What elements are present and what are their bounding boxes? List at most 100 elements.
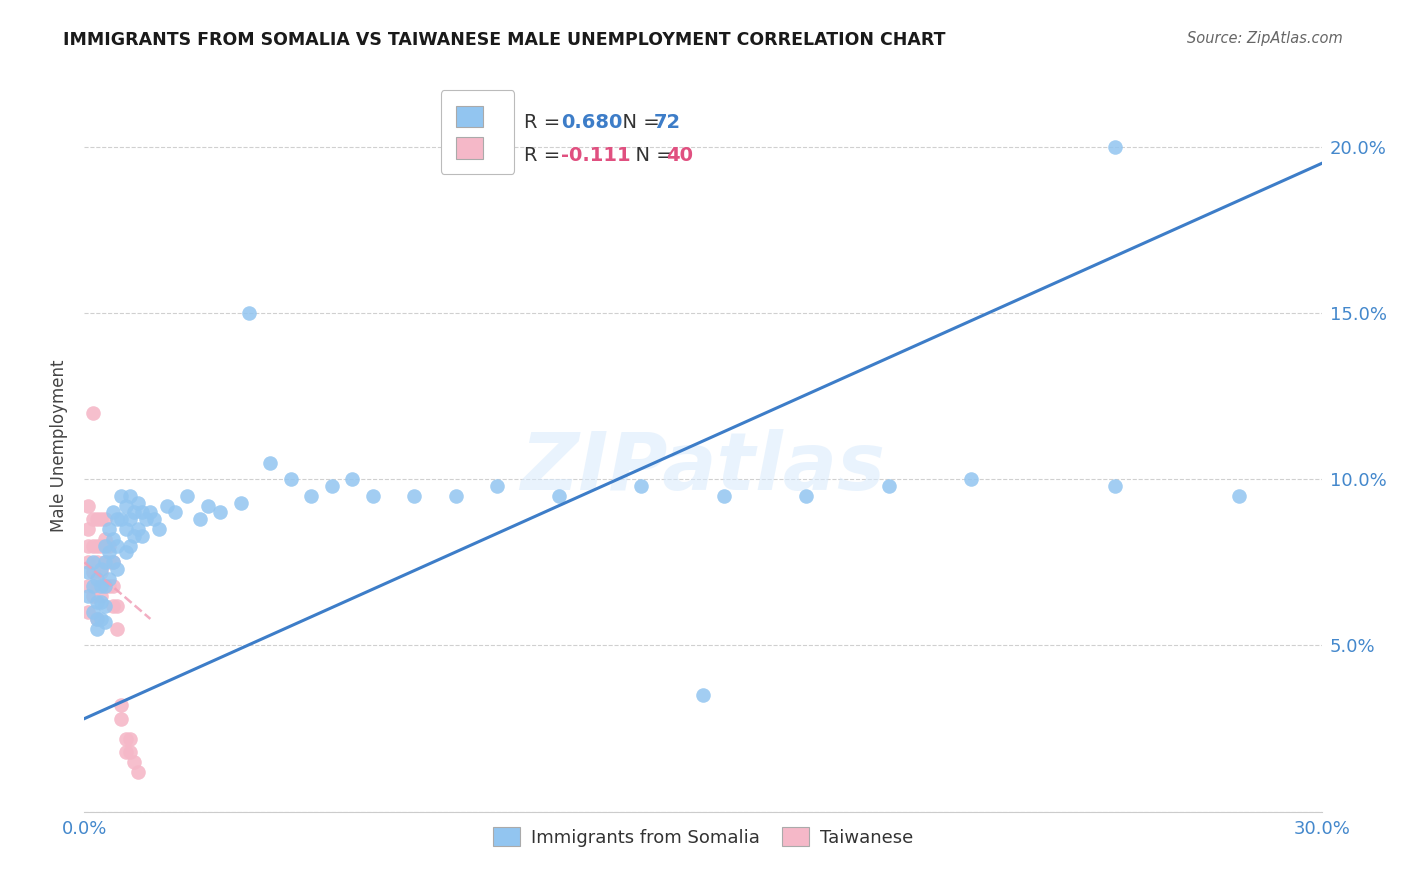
Point — [90, 566, 112, 580]
Point — [98, 522, 121, 536]
Text: N =: N = — [610, 113, 666, 132]
Point — [86, 612, 108, 626]
Point — [110, 712, 132, 726]
Point — [444, 489, 467, 503]
Point — [94, 579, 117, 593]
Point — [342, 472, 364, 486]
Point — [165, 506, 187, 520]
Point — [82, 579, 104, 593]
Point — [103, 599, 125, 613]
Point — [82, 566, 104, 580]
Point — [122, 529, 145, 543]
Point — [404, 489, 426, 503]
Point — [105, 512, 128, 526]
Point — [139, 506, 162, 520]
Point — [94, 512, 117, 526]
Point — [135, 512, 157, 526]
Point — [90, 579, 112, 593]
Point — [77, 579, 100, 593]
Text: R =: R = — [523, 146, 567, 165]
Point — [259, 456, 281, 470]
Point — [114, 731, 136, 746]
Point — [105, 622, 128, 636]
Text: N =: N = — [623, 146, 679, 165]
Point — [114, 499, 136, 513]
Point — [90, 589, 112, 603]
Point — [110, 512, 132, 526]
Point — [103, 579, 125, 593]
Point — [1227, 489, 1250, 503]
Point — [110, 698, 132, 713]
Point — [98, 545, 121, 559]
Point — [94, 615, 117, 630]
Point — [82, 605, 104, 619]
Text: -0.111: -0.111 — [561, 146, 630, 165]
Point — [143, 512, 166, 526]
Point — [94, 599, 117, 613]
Point — [77, 499, 100, 513]
Point — [280, 472, 302, 486]
Point — [197, 499, 219, 513]
Point — [114, 545, 136, 559]
Point — [77, 539, 100, 553]
Y-axis label: Male Unemployment: Male Unemployment — [51, 359, 69, 533]
Point — [86, 555, 108, 569]
Point — [90, 612, 112, 626]
Point — [114, 522, 136, 536]
Point — [103, 532, 125, 546]
Point — [127, 495, 149, 509]
Point — [960, 472, 983, 486]
Point — [321, 479, 343, 493]
Point — [90, 512, 112, 526]
Point — [86, 512, 108, 526]
Point — [98, 539, 121, 553]
Point — [547, 489, 569, 503]
Point — [98, 555, 121, 569]
Text: 40: 40 — [666, 146, 693, 165]
Point — [148, 522, 170, 536]
Point — [86, 622, 108, 636]
Point — [110, 489, 132, 503]
Point — [82, 512, 104, 526]
Text: R =: R = — [523, 113, 567, 132]
Point — [105, 539, 128, 553]
Point — [105, 562, 128, 576]
Point — [118, 512, 141, 526]
Point — [86, 579, 108, 593]
Point — [77, 589, 100, 603]
Point — [127, 764, 149, 779]
Point — [156, 499, 179, 513]
Point — [122, 755, 145, 769]
Point — [82, 539, 104, 553]
Point — [94, 579, 117, 593]
Point — [188, 512, 211, 526]
Point — [127, 522, 149, 536]
Point — [131, 506, 153, 520]
Point — [98, 579, 121, 593]
Point — [90, 562, 112, 576]
Text: IMMIGRANTS FROM SOMALIA VS TAIWANESE MALE UNEMPLOYMENT CORRELATION CHART: IMMIGRANTS FROM SOMALIA VS TAIWANESE MAL… — [63, 31, 946, 49]
Point — [103, 506, 125, 520]
Point — [94, 555, 117, 569]
Point — [103, 555, 125, 569]
Point — [1104, 479, 1126, 493]
Point — [794, 489, 817, 503]
Point — [692, 689, 714, 703]
Point — [94, 532, 117, 546]
Point — [299, 489, 322, 503]
Point — [94, 539, 117, 553]
Point — [485, 479, 508, 493]
Point — [105, 599, 128, 613]
Point — [77, 555, 100, 569]
Point — [118, 539, 141, 553]
Point — [77, 522, 100, 536]
Point — [209, 506, 232, 520]
Point — [114, 745, 136, 759]
Legend: Immigrants from Somalia, Taiwanese: Immigrants from Somalia, Taiwanese — [486, 820, 920, 854]
Point — [82, 555, 104, 569]
Point — [90, 539, 112, 553]
Point — [90, 595, 112, 609]
Point — [86, 572, 108, 586]
Point — [86, 539, 108, 553]
Text: Source: ZipAtlas.com: Source: ZipAtlas.com — [1187, 31, 1343, 46]
